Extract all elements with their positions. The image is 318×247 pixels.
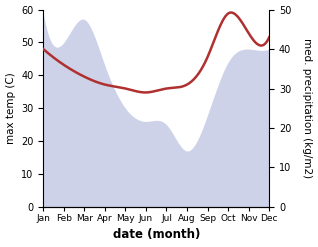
- Y-axis label: max temp (C): max temp (C): [5, 72, 16, 144]
- Y-axis label: med. precipitation (kg/m2): med. precipitation (kg/m2): [302, 38, 313, 178]
- X-axis label: date (month): date (month): [113, 228, 200, 242]
